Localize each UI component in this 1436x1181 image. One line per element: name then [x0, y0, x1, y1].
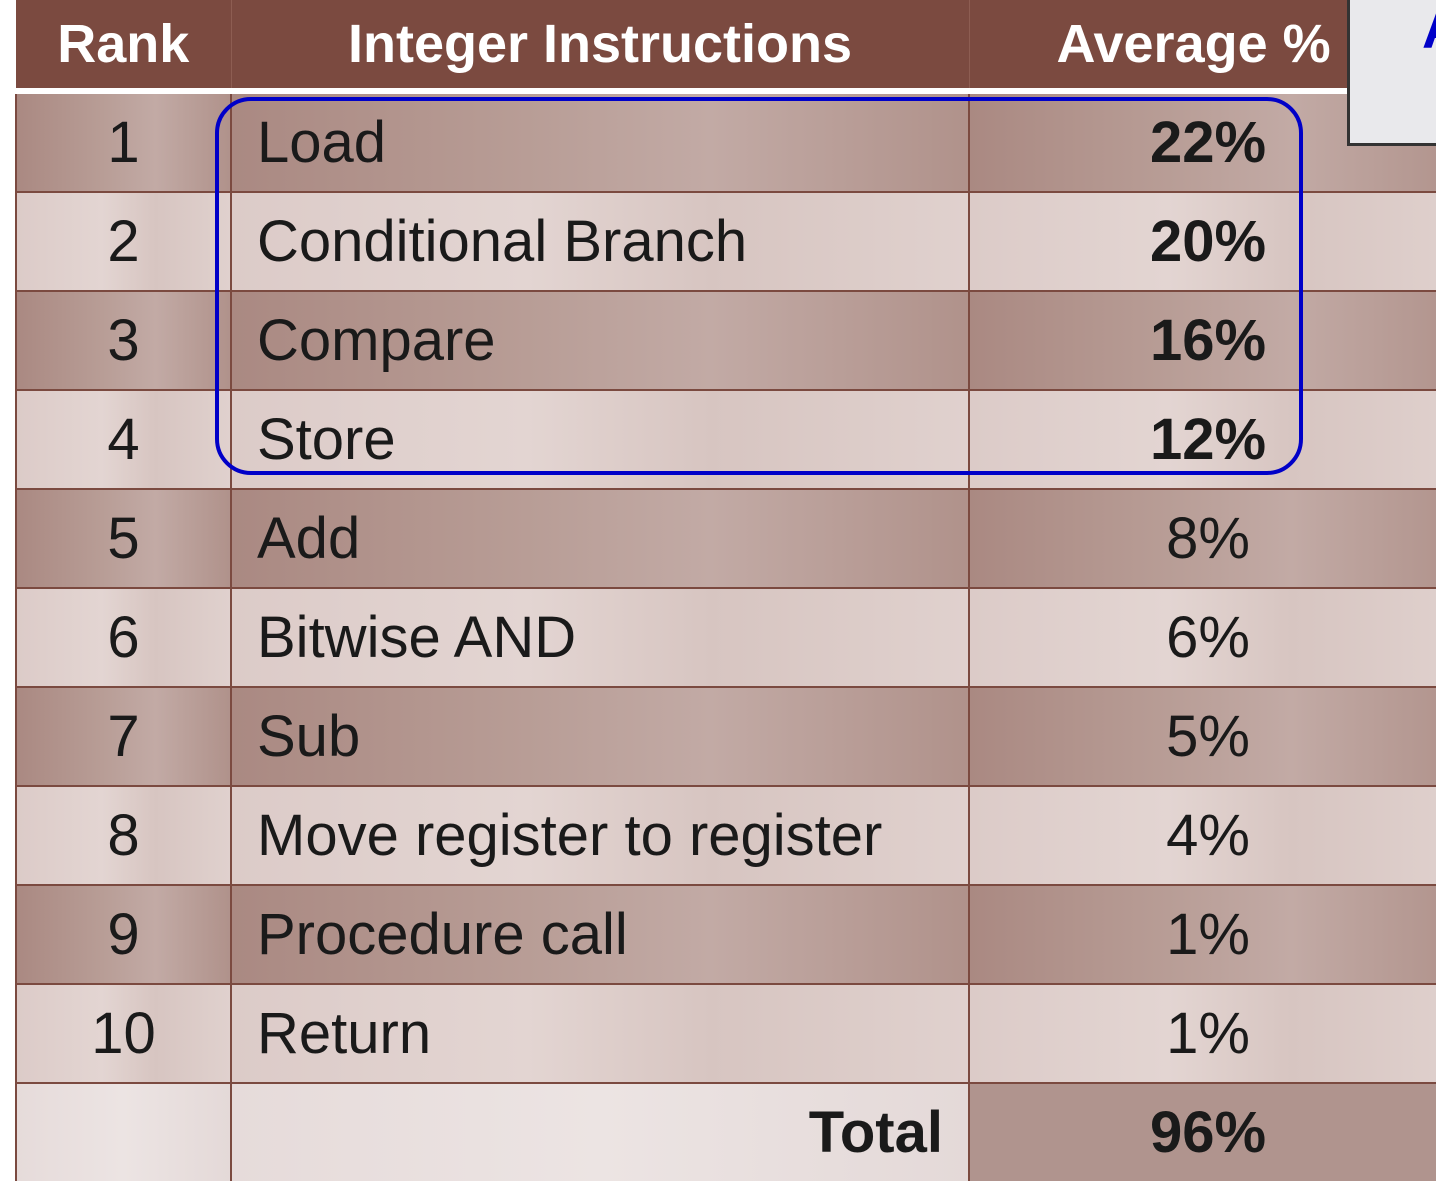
total-label: Total: [231, 1083, 970, 1181]
rank-cell: 1: [15, 91, 232, 193]
instruction-cell: Move register to register: [231, 786, 970, 886]
average-cell: 5%: [969, 687, 1436, 787]
instruction-cell: Add: [231, 489, 970, 589]
rank-cell: 3: [15, 291, 232, 391]
average-cell: 1%: [969, 885, 1436, 985]
rank-cell: 7: [15, 687, 232, 787]
table-row: 8 Move register to register 4%: [15, 786, 1436, 886]
average-cell: 8%: [969, 489, 1436, 589]
rank-cell: 9: [15, 885, 232, 985]
total-value: 96%: [1149, 1099, 1267, 1165]
header-rank: Rank: [16, 0, 232, 94]
rank-cell: 2: [15, 192, 232, 292]
rank-cell: 6: [15, 588, 232, 688]
instruction-cell: Procedure call: [231, 885, 970, 985]
header-integer-instructions: Integer Instructions: [231, 0, 970, 94]
instruction-cell: Compare: [231, 291, 970, 391]
average-cell: 22%: [969, 91, 1436, 193]
average-cell: 4%: [969, 786, 1436, 886]
table-row: 3 Compare 16%: [15, 291, 1436, 391]
table-row: 5 Add 8%: [15, 489, 1436, 589]
average-value: 8%: [1166, 505, 1250, 571]
total-rank-cell: [15, 1083, 232, 1181]
table-row: 7 Sub 5%: [15, 687, 1436, 787]
rank-cell: 4: [15, 390, 232, 490]
instruction-cell: Bitwise AND: [231, 588, 970, 688]
table-row: 2 Conditional Branch 20%: [15, 192, 1436, 292]
table-row: 9 Procedure call 1%: [15, 885, 1436, 985]
rank-cell: 5: [15, 489, 232, 589]
average-cell: 1%: [969, 984, 1436, 1084]
average-value: 5%: [1166, 703, 1250, 769]
instruction-cell: Store: [231, 390, 970, 490]
instruction-cell: Sub: [231, 687, 970, 787]
total-value-cell: 96%: [969, 1083, 1436, 1181]
table-row: 4 Store 12%: [15, 390, 1436, 490]
rank-cell: 8: [15, 786, 232, 886]
average-value: 22%: [1149, 109, 1267, 175]
average-value: 16%: [1149, 307, 1267, 373]
table-row: 1 Load 22%: [15, 91, 1436, 193]
table-row: 10 Return 1%: [15, 984, 1436, 1084]
callout-box: A: [1347, 0, 1436, 146]
average-value: 1%: [1166, 1000, 1250, 1066]
average-cell: 20%: [969, 192, 1436, 292]
instruction-cell: Conditional Branch: [231, 192, 970, 292]
average-value: 4%: [1166, 802, 1250, 868]
average-value: 6%: [1166, 604, 1250, 670]
average-value: 20%: [1149, 208, 1267, 274]
table-row: 6 Bitwise AND 6%: [15, 588, 1436, 688]
average-value: 12%: [1149, 406, 1267, 472]
instruction-cell: Return: [231, 984, 970, 1084]
table-header-row: Rank Integer Instructions Average %: [16, 0, 1436, 94]
table-body: 1 Load 22% 2 Conditional Branch 20% 3 Compare 16…: [15, 91, 1436, 1181]
average-cell: 16%: [969, 291, 1436, 391]
instruction-frequency-table: Rank Integer Instructions Average % 1 Loa…: [15, 0, 1436, 1181]
average-value: 1%: [1166, 901, 1250, 967]
total-row: Total 96%: [15, 1083, 1436, 1181]
callout-text: A: [1422, 1, 1436, 57]
average-cell: 6%: [969, 588, 1436, 688]
instruction-cell: Load: [231, 91, 970, 193]
average-cell: 12%: [969, 390, 1436, 490]
rank-cell: 10: [15, 984, 232, 1084]
